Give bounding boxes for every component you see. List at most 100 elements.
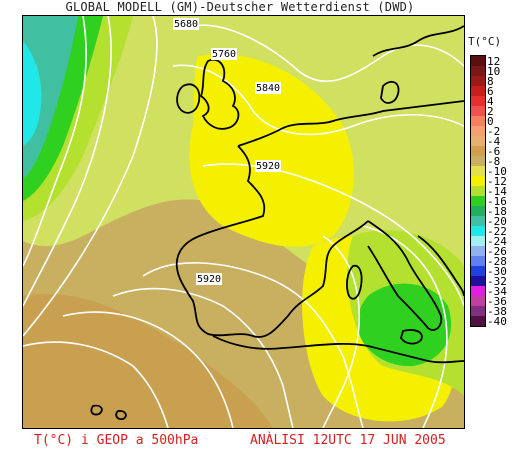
contour-label-5760: 5760 bbox=[212, 49, 236, 60]
legend-color-bar bbox=[470, 55, 486, 327]
legend-label: -2 bbox=[487, 125, 501, 138]
contour-line bbox=[23, 341, 169, 428]
legend-swatch bbox=[471, 106, 485, 116]
legend-label: -24 bbox=[487, 235, 507, 248]
coast-sicily bbox=[400, 329, 423, 345]
footer-variable: T(°C) i GEOP a 500hPa bbox=[34, 433, 199, 448]
contour-label-5680: 5680 bbox=[174, 19, 198, 30]
fill-brown bbox=[23, 294, 273, 428]
coast-sardinia bbox=[346, 264, 363, 300]
map-canvas: 5680 5760 5840 5920 5920 bbox=[23, 16, 464, 428]
geopotential-contours bbox=[23, 16, 464, 428]
coast-italy bbox=[367, 220, 443, 331]
legend-swatch bbox=[471, 296, 485, 306]
legend-swatch bbox=[471, 66, 485, 76]
contour-label-5840: 5840 bbox=[256, 83, 280, 94]
legend-label: 6 bbox=[487, 85, 494, 98]
legend-swatch bbox=[471, 86, 485, 96]
fill-yellow bbox=[189, 54, 354, 247]
contour-line bbox=[172, 64, 464, 136]
chart-title: GLOBAL MODELL (GM)-Deutscher Wetterdiens… bbox=[65, 0, 415, 14]
legend-label: -18 bbox=[487, 205, 507, 218]
contour-label-bg bbox=[173, 18, 199, 30]
footer-analysis-time: ANÀLISI 12UTC 17 JUN 2005 bbox=[250, 433, 446, 448]
legend-swatch bbox=[471, 186, 485, 196]
legend-label: -6 bbox=[487, 145, 501, 158]
legend-swatch bbox=[471, 126, 485, 136]
legend-swatch bbox=[471, 256, 485, 266]
coastlines bbox=[90, 25, 464, 421]
legend-label: -8 bbox=[487, 155, 501, 168]
legend-swatch bbox=[471, 156, 485, 166]
legend-label: -40 bbox=[487, 315, 507, 328]
coast-great-britain bbox=[199, 58, 240, 130]
legend-label: -22 bbox=[487, 225, 507, 238]
legend-label: -14 bbox=[487, 185, 507, 198]
legend-swatch bbox=[471, 116, 485, 126]
legend-swatch bbox=[471, 76, 485, 86]
contour-line bbox=[23, 16, 87, 267]
contour-line bbox=[23, 16, 158, 337]
legend-label: -12 bbox=[487, 175, 507, 188]
legend-swatch bbox=[471, 226, 485, 236]
fill-green bbox=[358, 283, 452, 367]
coast-canary-2 bbox=[115, 410, 127, 421]
coast-denmark bbox=[380, 80, 400, 104]
legend-label: -26 bbox=[487, 245, 507, 258]
legend-swatch bbox=[471, 166, 485, 176]
legend-label: 12 bbox=[487, 55, 501, 68]
contour-label-bg bbox=[255, 160, 281, 172]
contour-line bbox=[322, 235, 361, 428]
legend-label: -32 bbox=[487, 275, 507, 288]
contour-line bbox=[112, 287, 294, 428]
legend-swatch bbox=[471, 306, 485, 316]
coast-canary bbox=[90, 404, 103, 416]
fill-cyan-nw bbox=[23, 41, 42, 146]
legend-label: -30 bbox=[487, 265, 507, 278]
contour-line bbox=[62, 311, 234, 428]
legend-swatch bbox=[471, 96, 485, 106]
legend-swatch bbox=[471, 246, 485, 256]
legend-label: 2 bbox=[487, 105, 494, 118]
fill-teal-nw bbox=[23, 16, 78, 178]
contour-label-5920: 5920 bbox=[256, 161, 280, 172]
legend-label: -38 bbox=[487, 305, 507, 318]
contour-label-5920-south: 5920 bbox=[197, 274, 221, 285]
legend-title: T(°C) bbox=[468, 35, 502, 48]
contour-line bbox=[202, 163, 464, 307]
legend-label: 10 bbox=[487, 65, 501, 78]
legend-swatch bbox=[471, 176, 485, 186]
weather-map: 5680 5760 5840 5920 5920 bbox=[22, 15, 465, 429]
coast-ireland bbox=[176, 83, 201, 114]
coast-scandinavia bbox=[372, 25, 464, 57]
coast-north-africa bbox=[212, 335, 464, 364]
legend-swatch bbox=[471, 216, 485, 226]
coast-mainland bbox=[175, 100, 464, 338]
legend-swatch bbox=[471, 316, 485, 326]
legend-label: -28 bbox=[487, 255, 507, 268]
contour-label-bg bbox=[255, 82, 281, 94]
legend-label: 8 bbox=[487, 75, 494, 88]
legend-label: -20 bbox=[487, 215, 507, 228]
legend-swatch bbox=[471, 286, 485, 296]
legend-swatch bbox=[471, 146, 485, 156]
legend-swatch bbox=[471, 206, 485, 216]
legend-swatch bbox=[471, 196, 485, 206]
legend-label: -10 bbox=[487, 165, 507, 178]
contour-label-bg bbox=[211, 48, 237, 60]
contour-line bbox=[362, 225, 448, 428]
legend-label: 4 bbox=[487, 95, 494, 108]
legend-label: -36 bbox=[487, 295, 507, 308]
contour-label-bg bbox=[196, 273, 222, 285]
coast-balkans bbox=[417, 235, 464, 297]
legend-swatch bbox=[471, 136, 485, 146]
legend-label: -4 bbox=[487, 135, 501, 148]
legend-label: 0 bbox=[487, 115, 494, 128]
contour-line bbox=[142, 262, 364, 428]
legend-swatch bbox=[471, 276, 485, 286]
legend-label: -16 bbox=[487, 195, 507, 208]
contour-line bbox=[192, 24, 464, 83]
legend-swatch bbox=[471, 266, 485, 276]
legend-label: -34 bbox=[487, 285, 507, 298]
legend-swatch bbox=[471, 236, 485, 246]
